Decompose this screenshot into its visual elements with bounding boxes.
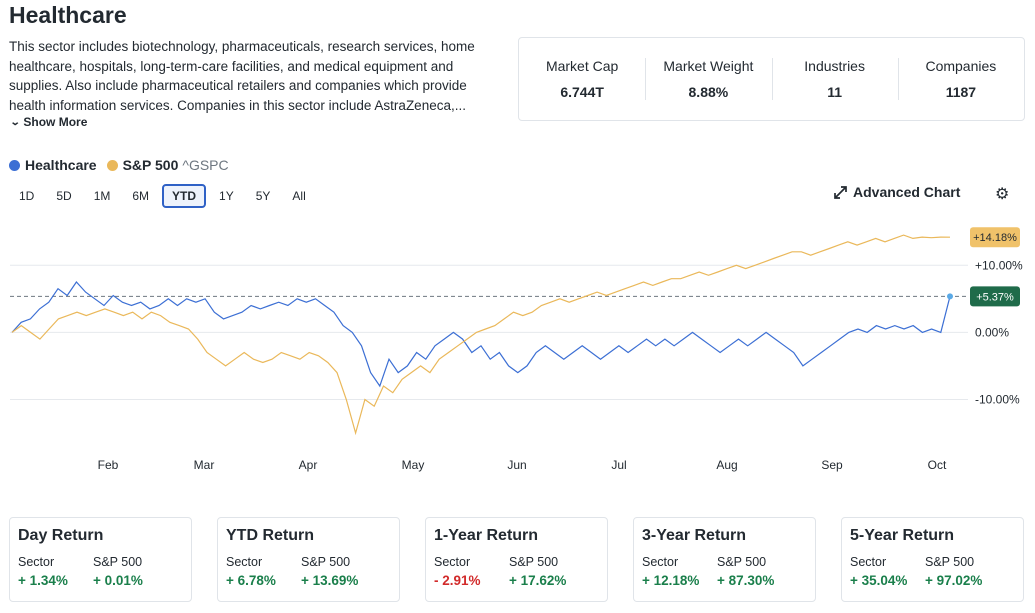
gear-icon: ⚙ bbox=[995, 186, 1010, 203]
return-card-title: 3-Year Return bbox=[642, 527, 747, 544]
stat-label: Market Weight bbox=[663, 58, 754, 74]
stat-label: Market Cap bbox=[545, 58, 619, 74]
legend-item-sp500[interactable]: S&P 500 ^GSPC bbox=[106, 157, 229, 173]
sector-description: This sector includes biotechnology, phar… bbox=[9, 39, 475, 113]
sp500-label: S&P 500 bbox=[717, 555, 767, 569]
legend-item-healthcare[interactable]: Healthcare bbox=[9, 157, 97, 173]
sector-return-value: - 2.91% bbox=[434, 573, 481, 588]
advanced-chart-button[interactable]: Advanced Chart bbox=[834, 184, 960, 200]
return-card: 1-Year Return Sector - 2.91% S&P 500 + 17.… bbox=[425, 517, 608, 602]
range-button-6m[interactable]: 6M bbox=[132, 189, 150, 203]
sector-return-value: + 1.34% bbox=[18, 573, 68, 588]
sp500-end-label-bg bbox=[970, 227, 1020, 248]
chart-legend: Healthcare S&P 500 ^GSPC bbox=[9, 157, 239, 173]
page-title: Healthcare bbox=[9, 2, 127, 28]
sp500-label: S&P 500 bbox=[93, 555, 143, 569]
sp500-label: S&P 500 bbox=[509, 555, 559, 569]
return-card: Day Return Sector + 1.34% S&P 500 + 0.01% bbox=[9, 517, 192, 602]
sector-stats: Market Cap 6.744T Market Weight 8.88% In… bbox=[518, 37, 1025, 121]
x-tick-label: Jul bbox=[611, 458, 626, 472]
healthcare-end-label-bg bbox=[970, 286, 1020, 307]
advanced-chart-label: Advanced Chart bbox=[853, 184, 961, 200]
return-card-title: 5-Year Return bbox=[850, 527, 955, 544]
sector-label: Sector bbox=[18, 555, 55, 569]
return-card: 3-Year Return Sector + 12.18% S&P 500 + 87… bbox=[633, 517, 816, 602]
sp500-end-label: +14.18% bbox=[973, 232, 1017, 244]
healthcare-end-dot bbox=[947, 293, 953, 300]
return-card-title: 1-Year Return bbox=[434, 527, 539, 544]
sp500-label: S&P 500 bbox=[925, 555, 975, 569]
range-selector: 1D 5D 1M 6M YTD 1Y 5Y All bbox=[10, 184, 315, 208]
range-button-ytd[interactable]: YTD bbox=[162, 184, 207, 208]
stat-value: 11 bbox=[827, 84, 843, 100]
range-button-all[interactable]: All bbox=[292, 189, 306, 203]
return-card: 5-Year Return Sector + 35.04% S&P 500 + 97… bbox=[841, 517, 1024, 602]
sector-label: Sector bbox=[850, 555, 887, 569]
healthcare-end-label: +5.37% bbox=[976, 291, 1014, 303]
x-tick-label: Jun bbox=[507, 458, 526, 472]
healthcare-series-line bbox=[11, 281, 951, 388]
expand-icon bbox=[834, 185, 847, 199]
x-tick-label: Oct bbox=[928, 458, 947, 472]
stat-label: Companies bbox=[925, 58, 997, 74]
stat-value: 1187 bbox=[945, 84, 977, 100]
sp500-return-value: + 0.01% bbox=[93, 573, 143, 588]
sector-return-value: + 35.04% bbox=[850, 573, 908, 588]
stat-value: 8.88% bbox=[688, 84, 729, 100]
sector-return-value: + 6.78% bbox=[226, 573, 276, 588]
x-tick-label: Feb bbox=[98, 458, 119, 472]
sp500-label: S&P 500 bbox=[301, 555, 351, 569]
return-cards: Day Return Sector + 1.34% S&P 500 + 0.01% … bbox=[9, 517, 1024, 602]
x-tick-label: Mar bbox=[194, 458, 215, 472]
sector-label: Sector bbox=[434, 555, 471, 569]
sector-label: Sector bbox=[642, 555, 679, 569]
price-chart[interactable]: +10.00% 0.00% -10.00% Feb Mar Apr May Jun Jul Aug… bbox=[0, 215, 1035, 480]
chart-settings-button[interactable]: ⚙ bbox=[995, 184, 1009, 204]
sector-label: Sector bbox=[226, 555, 263, 569]
show-more-label: Show More bbox=[23, 115, 88, 129]
stat-market-weight: Market Weight 8.88% bbox=[645, 38, 771, 120]
x-tick-label: May bbox=[402, 458, 425, 472]
legend-label: S&P 500 bbox=[122, 157, 179, 173]
return-card: YTD Return Sector + 6.78% S&P 500 + 13.69% bbox=[217, 517, 400, 602]
x-tick-label: Aug bbox=[716, 458, 737, 472]
y-tick-label: 0.00% bbox=[975, 325, 1009, 339]
show-more-button[interactable]: ⌄ Show More bbox=[9, 115, 88, 129]
x-tick-label: Apr bbox=[299, 458, 318, 472]
stat-market-cap: Market Cap 6.744T bbox=[519, 38, 645, 120]
range-button-1y[interactable]: 1Y bbox=[219, 189, 234, 203]
sp500-series-line bbox=[11, 234, 951, 436]
legend-label: Healthcare bbox=[25, 157, 97, 173]
sp500-return-value: + 13.69% bbox=[301, 573, 359, 588]
healthcare-dot-icon bbox=[9, 159, 20, 171]
stat-label: Industries bbox=[804, 58, 865, 74]
return-card-title: YTD Return bbox=[226, 527, 314, 544]
y-tick-label: +10.00% bbox=[975, 258, 1023, 272]
chevron-down-icon: ⌄ bbox=[9, 116, 21, 128]
stat-value: 6.744T bbox=[560, 84, 604, 100]
stat-companies: Companies 1187 bbox=[897, 38, 1024, 120]
x-tick-label: Sep bbox=[821, 458, 843, 472]
sp500-return-value: + 87.30% bbox=[717, 573, 775, 588]
sp500-return-value: + 97.02% bbox=[925, 573, 983, 588]
range-button-1d[interactable]: 1D bbox=[19, 189, 35, 203]
range-button-5d[interactable]: 5D bbox=[56, 189, 72, 203]
sp500-return-value: + 17.62% bbox=[509, 573, 567, 588]
range-button-1m[interactable]: 1M bbox=[93, 189, 111, 203]
return-card-title: Day Return bbox=[18, 527, 104, 544]
sp500-dot-icon bbox=[106, 159, 118, 171]
range-button-5y[interactable]: 5Y bbox=[255, 189, 271, 203]
legend-ticker: ^GSPC bbox=[182, 157, 229, 173]
y-tick-label: -10.00% bbox=[975, 392, 1020, 406]
sector-return-value: + 12.18% bbox=[642, 573, 700, 588]
stat-industries: Industries 11 bbox=[771, 38, 898, 120]
